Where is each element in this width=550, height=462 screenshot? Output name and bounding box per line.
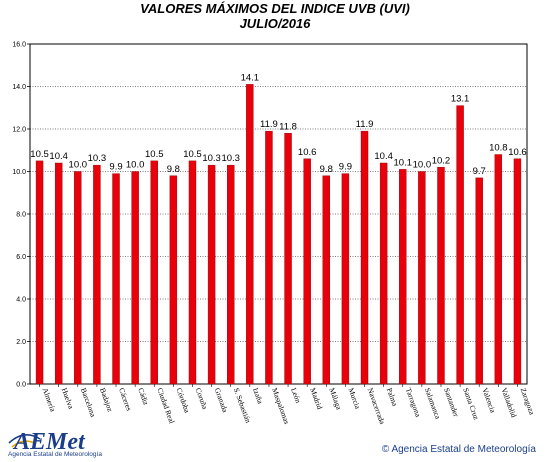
x-tick-label: León <box>289 387 303 405</box>
data-label: 10.6 <box>508 147 527 158</box>
bar <box>188 160 197 385</box>
x-tick-label: Santander <box>442 387 461 419</box>
y-tick-label: 12.0 <box>12 127 26 134</box>
data-label: 10.4 <box>49 151 68 162</box>
x-tick-label: Coruña <box>194 387 210 411</box>
bar <box>322 175 330 385</box>
data-label: 10.6 <box>298 147 317 158</box>
data-label: 10.3 <box>202 153 221 164</box>
data-label: 11.8 <box>279 121 297 132</box>
data-label: 10.0 <box>126 160 145 171</box>
bar <box>246 84 254 385</box>
y-tick-label: 8.0 <box>16 212 26 219</box>
data-label: 10.1 <box>394 157 413 168</box>
x-tick-label: Cádiz <box>136 387 151 407</box>
chart-title: VALORES MÁXIMOS DEL INDICE UVB (UVI) <box>140 1 410 16</box>
data-label: 11.9 <box>260 119 278 130</box>
x-tick-label: S. Sebastián <box>232 387 253 425</box>
data-label: 10.8 <box>489 143 508 154</box>
bar <box>131 171 139 385</box>
x-tick-label: Palma <box>385 387 400 408</box>
x-tick-label: Zaragoza <box>519 387 537 417</box>
data-label: 10.4 <box>374 151 393 162</box>
data-label: 10.5 <box>30 149 49 160</box>
data-label: 14.1 <box>241 72 260 83</box>
bar <box>93 164 101 385</box>
data-label: 10.5 <box>145 149 164 160</box>
x-tick-label: Badajoz <box>98 387 115 414</box>
bar <box>303 158 311 385</box>
data-label: 9.8 <box>320 164 333 175</box>
data-label: 10.3 <box>221 153 240 164</box>
bar <box>207 164 216 385</box>
y-tick-label: 14.0 <box>12 84 26 91</box>
bar <box>150 160 158 385</box>
logo-wordmark: AEMet <box>12 429 86 455</box>
x-tick-label: Córdoba <box>174 387 192 415</box>
y-tick-label: 4.0 <box>16 297 26 304</box>
bar <box>54 162 63 385</box>
x-tick-label: Izaña <box>251 387 265 406</box>
bar <box>169 175 178 385</box>
chart-subtitle: JULIO/2016 <box>239 16 311 31</box>
logo-subtext: Agencia Estatal de Meteorología <box>8 451 102 458</box>
bar <box>513 158 522 385</box>
x-tick-label: Tarragona <box>404 387 423 419</box>
y-tick-label: 2.0 <box>16 339 26 346</box>
x-tick-label: Granada <box>213 387 230 415</box>
bar <box>284 133 292 385</box>
x-tick-label: Almería <box>41 387 58 414</box>
bar <box>74 171 82 385</box>
bar <box>475 177 483 385</box>
bar <box>227 164 235 385</box>
chart-title-block: VALORES MÁXIMOS DEL INDICE UVB (UVI) JUL… <box>0 1 550 31</box>
x-tick-label: Ciudad Real <box>155 387 176 425</box>
y-tick-label: 10.0 <box>12 169 26 176</box>
data-label: 10.2 <box>432 155 451 166</box>
x-tick-label: Cáceres <box>117 387 134 412</box>
x-tick-label: Madrid <box>308 387 324 411</box>
x-tick-label: Santa Cruz <box>461 387 481 422</box>
bar <box>35 160 44 385</box>
data-label: 9.7 <box>473 166 486 177</box>
bar <box>360 130 369 385</box>
data-label: 9.8 <box>167 164 180 175</box>
x-tick-label: Maspalomas <box>270 387 291 426</box>
bar <box>494 154 503 385</box>
x-tick-label: Murcia <box>347 387 363 411</box>
x-tick-label: Valencia <box>480 387 498 415</box>
bar <box>112 173 120 385</box>
data-label: 11.9 <box>356 119 374 130</box>
x-tick-label: Huelva <box>60 387 76 411</box>
aemet-logo: AEMet <box>8 429 86 455</box>
data-label: 10.5 <box>183 149 202 160</box>
bar <box>437 167 445 385</box>
bar <box>456 105 464 385</box>
bar <box>399 169 407 385</box>
data-label: 9.9 <box>109 162 122 173</box>
data-label: 9.9 <box>339 162 352 173</box>
y-tick-label: 6.0 <box>16 254 26 261</box>
x-tick-label: Navacerrada <box>366 387 388 426</box>
x-tick-label: Salamanca <box>423 387 443 421</box>
copyright-notice: © Agencia Estatal de Meteorología <box>381 444 536 455</box>
x-tick-label: Valladolid <box>499 387 518 419</box>
data-label: 10.3 <box>88 153 107 164</box>
bar <box>265 130 273 385</box>
bar <box>379 162 388 385</box>
x-tick-label: Barcelona <box>79 387 98 419</box>
data-label: 10.0 <box>413 160 432 171</box>
data-label: 10.0 <box>69 160 88 171</box>
bar <box>418 171 426 385</box>
data-label: 13.1 <box>451 94 470 105</box>
y-tick-label: 16.0 <box>12 42 26 49</box>
bar <box>341 173 350 385</box>
y-tick-label: 0.0 <box>16 382 26 389</box>
x-tick-label: Málaga <box>327 387 343 412</box>
